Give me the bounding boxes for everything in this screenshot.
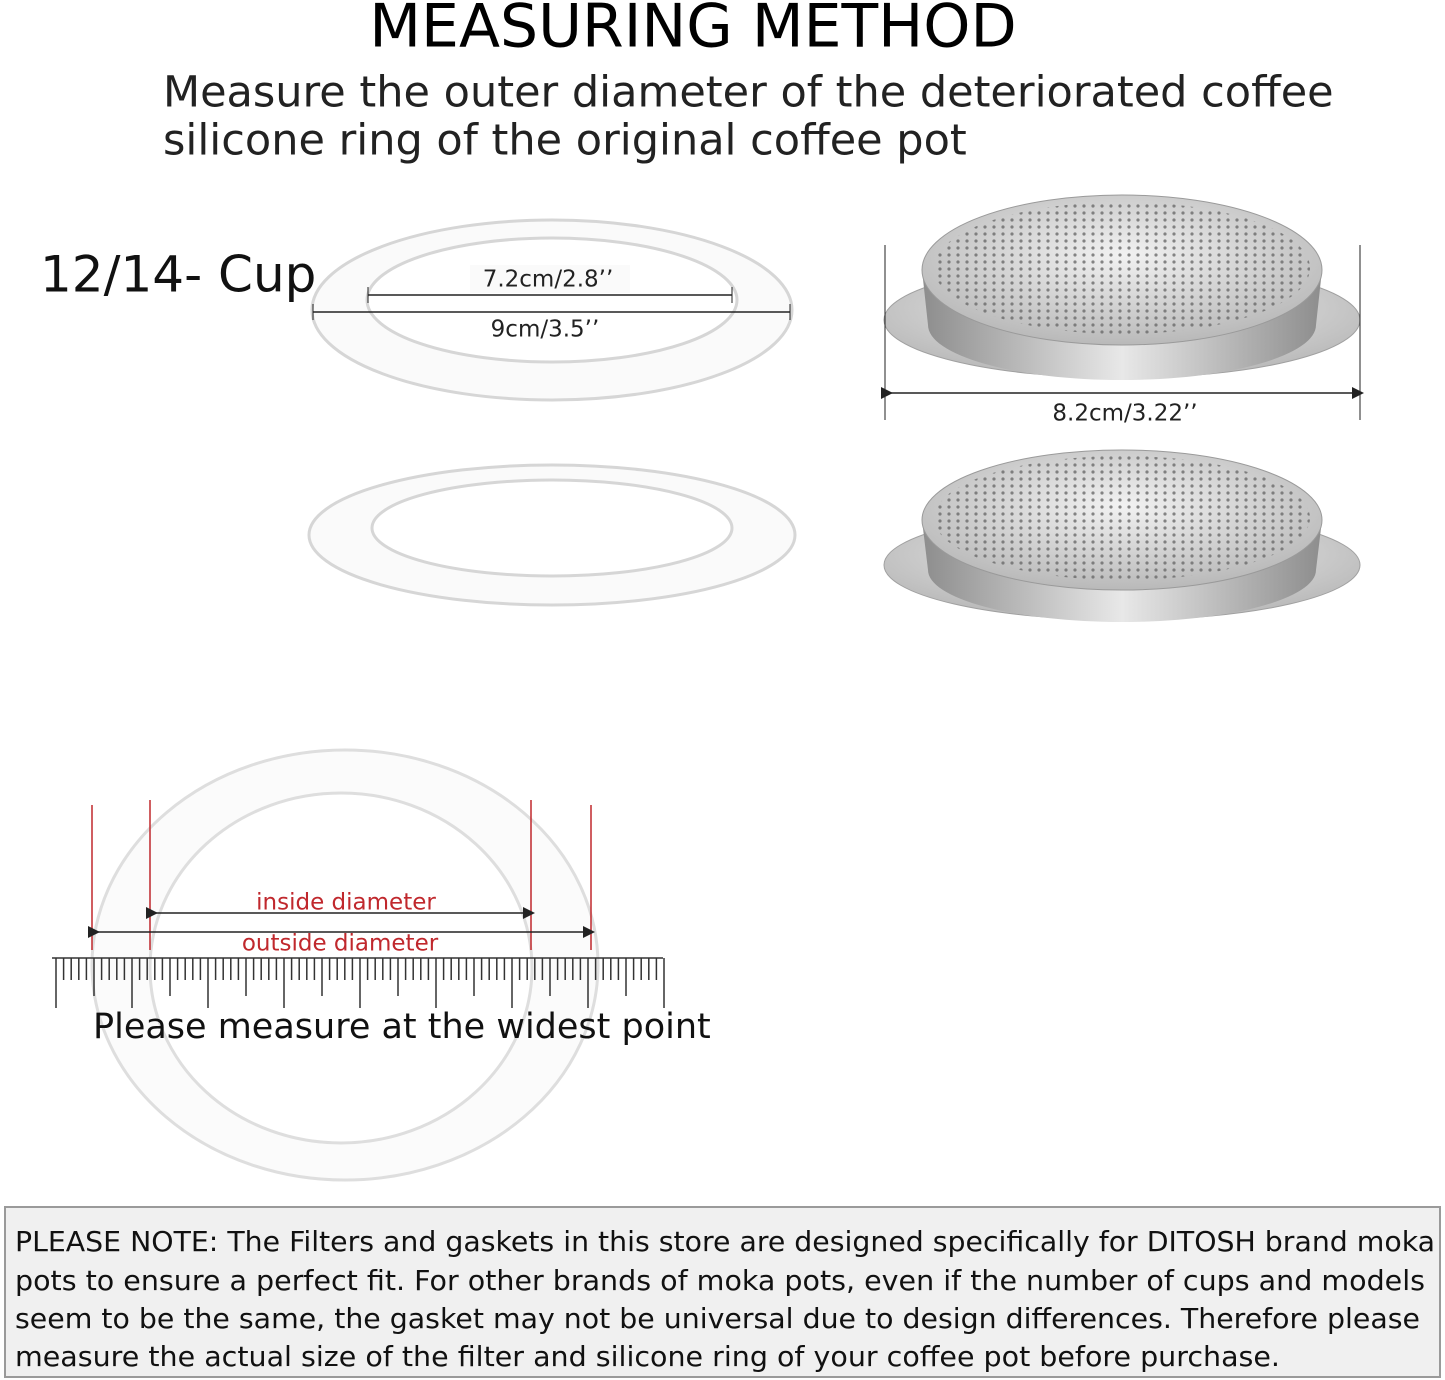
subtitle-line: Measure the outer diameter of the deteri… — [163, 68, 1334, 118]
diagram-label: inside diameter — [256, 890, 436, 916]
note-box — [4, 1206, 1441, 1378]
instruction: Please measure at the widest point — [93, 1007, 711, 1047]
ruler — [52, 957, 665, 1008]
dimension-label: 8.2cm/3.22’’ — [1052, 401, 1197, 427]
guide-lines — [91, 800, 592, 950]
size-label: 12/14- Cup — [40, 246, 316, 304]
diagram-label: outside diameter — [242, 931, 439, 957]
gasket-diagram — [90, 748, 600, 1182]
subtitle-line: silicone ring of the original coffee pot — [163, 116, 967, 166]
note-line: measure the actual size of the filter an… — [15, 1340, 1280, 1373]
gasket — [310, 218, 794, 402]
title: MEASURING METHOD — [369, 0, 1016, 62]
note-line: PLEASE NOTE: The Filters and gaskets in … — [15, 1225, 1435, 1258]
filter — [883, 449, 1361, 622]
dimension-label: 9cm/3.5’’ — [491, 317, 600, 343]
note-line: pots to ensure a perfect fit. For other … — [15, 1264, 1425, 1297]
label-bg — [470, 265, 630, 293]
filter — [883, 194, 1361, 380]
dimension-label: 7.2cm/2.8’’ — [483, 267, 614, 293]
note-line: seem to be the same, the gasket may not … — [15, 1302, 1420, 1335]
gasket — [307, 463, 797, 607]
